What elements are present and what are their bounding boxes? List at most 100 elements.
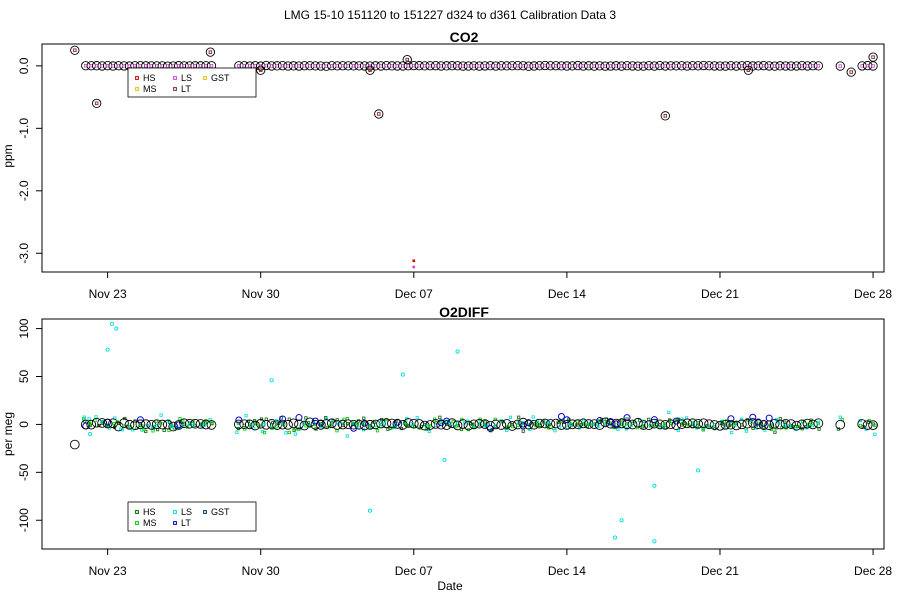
o2diff-point [162,428,166,432]
o2diff-point-circle [480,419,490,429]
legend-label: LS [181,507,192,517]
co2-title: CO2 [450,29,479,45]
co2-outlier-lt [258,68,263,72]
o2diff-outlier [652,483,657,488]
o2diff-point-circle [277,419,288,430]
o2diff-point [106,424,110,428]
o2diff-outlier [696,468,701,473]
o2diff-point [517,415,521,419]
o2diff-point-lt [563,416,571,424]
o2diff-point-circle [408,418,419,429]
co2-outlier-lt [94,101,99,106]
o2diff-outlier [442,457,447,462]
o2diff-point [680,417,684,421]
legend-label: MS [143,518,157,528]
co2-outlier-point [412,259,416,263]
o2diff-point [87,417,91,421]
co2-outlier-point [412,265,416,269]
o2diff-point [783,420,787,424]
o2diff-point [777,420,781,424]
o2diff-point [159,421,163,425]
o2diff-point [816,420,821,424]
o2diff-point [293,432,298,436]
o2diff-point-circle [627,419,638,430]
o2diff-point-circle [490,419,501,430]
o2diff-point [565,425,569,429]
o2diff-point [516,420,520,424]
o2diff-point-lt [749,413,757,421]
o2diff-point-circle [594,420,605,430]
o2diff-point [428,424,432,428]
o2diff-point [754,426,758,430]
o2diff-outlier [269,378,274,383]
o2diff-point-lt [361,419,369,427]
o2diff-outlier [109,321,115,326]
x-tick-label: Dec 07 [395,287,433,301]
o2diff-point-circle [184,418,195,429]
o2diff-point-circle [387,418,397,429]
o2diff-point [191,419,195,423]
o2diff-point [243,427,247,431]
o2diff-point [817,427,821,431]
x-tick-label: Dec 21 [701,287,739,301]
y-tick-label: -1.0 [17,118,31,139]
co2-outlier-circle [70,45,80,55]
o2diff-point [483,420,487,424]
o2diff-point [378,420,382,425]
o2diff-point [193,423,197,428]
o2diff-point [287,430,291,435]
o2diff-point-circle [288,418,299,429]
o2diff-point-circle [747,418,758,428]
o2diff-point-lt [727,415,735,423]
legend-label: GST [211,73,230,83]
o2diff-point [301,421,306,425]
o2diff-point [516,423,520,427]
co2-point-ls [838,64,842,68]
o2diff-point-circle [458,419,468,429]
co2-point-circle [868,61,878,71]
o2diff-point [521,429,525,433]
o2diff-point [235,430,239,434]
o2diff-point [810,422,814,426]
o2diff-point [427,429,431,434]
legend-label: GST [211,507,230,517]
o2diff-point-lt [672,417,680,425]
co2-legend: HS LS GST MS LT [127,67,257,98]
co2-y-axis: 0.0 -1.0 -2.0 -3.0 [17,57,42,264]
o2diff-point-circle [534,418,545,429]
figure-title: LMG 15-10 151120 to 151227 d324 to d361 … [284,8,616,22]
o2diff-point [556,420,560,424]
o2diff-point [154,424,158,428]
o2diff-point [151,429,155,433]
o2diff-point-circle [474,418,485,429]
o2diff-point [181,419,185,423]
o2diff-point-circle [802,418,813,429]
co2-outlier-lt [73,48,77,52]
o2diff-point-circle [600,417,611,428]
o2diff-outlier [612,535,618,540]
o2diff-point [587,421,591,426]
o2diff-x-axis: Nov 23 Nov 30 Dec 07 Dec 14 Dec 21 Dec 28 [89,548,892,578]
o2diff-point [493,424,498,428]
o2diff-point [730,430,734,435]
co2-outlier-circle [92,98,102,108]
o2diff-point [558,425,562,429]
o2diff-point-circle [660,419,671,430]
o2diff-point-circle [567,419,578,430]
o2diff-point-circle [370,419,381,430]
o2diff-ylabel: per meg [1,412,15,456]
o2diff-point [793,425,797,429]
o2diff-point-circle [786,419,796,429]
o2diff-point [362,416,366,420]
o2diff-point [448,421,452,425]
o2diff-point [284,431,288,435]
o2diff-point [382,422,387,426]
o2diff-point [415,416,419,420]
o2diff-legend: HS LS GST MS LT [127,501,257,532]
o2diff-point [355,422,360,426]
o2diff-point-lt [765,414,773,422]
o2diff-point [669,422,673,426]
x-tick-label: Dec 28 [854,287,892,301]
o2diff-point [727,423,732,427]
